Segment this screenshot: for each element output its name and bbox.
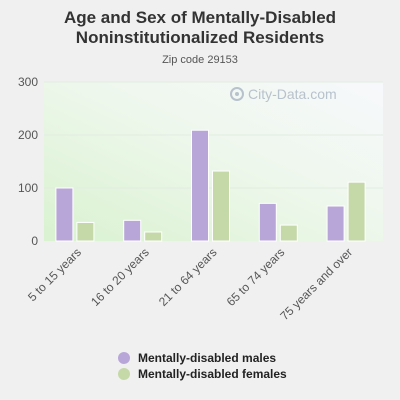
x-tick-label: 21 to 64 years bbox=[156, 245, 220, 309]
search-icon bbox=[230, 87, 244, 101]
bar-males bbox=[326, 205, 345, 242]
y-tick-label: 100 bbox=[18, 181, 38, 195]
y-tick-label: 200 bbox=[18, 128, 38, 142]
bar-females bbox=[144, 231, 163, 242]
legend-swatch-females bbox=[118, 368, 130, 380]
chart-title: Age and Sex of Mentally-Disabled Noninst… bbox=[63, 8, 337, 47]
bar-males bbox=[258, 202, 277, 242]
legend: Mentally-disabled males Mentally-disable… bbox=[118, 350, 287, 382]
legend-label-males: Mentally-disabled males bbox=[138, 351, 277, 365]
bar-females bbox=[279, 224, 298, 242]
legend-label-females: Mentally-disabled females bbox=[138, 367, 287, 381]
bar-females bbox=[347, 181, 366, 242]
x-tick-label: 65 to 74 years bbox=[224, 245, 288, 309]
bar-females bbox=[212, 170, 230, 242]
bar-males bbox=[55, 187, 74, 242]
x-tick-label: 5 to 15 years bbox=[25, 245, 84, 304]
bar-females bbox=[76, 221, 95, 242]
legend-item-females: Mentally-disabled females bbox=[118, 366, 287, 382]
y-tick-label: 300 bbox=[18, 75, 38, 89]
legend-swatch-males bbox=[118, 352, 130, 364]
chart-subtitle: Zip code 29153 bbox=[162, 54, 238, 66]
x-tick-label: 75 years and over bbox=[277, 245, 355, 323]
y-tick-label: 0 bbox=[31, 234, 38, 248]
legend-item-males: Mentally-disabled males bbox=[118, 350, 287, 366]
watermark: City-Data.com bbox=[230, 86, 337, 102]
bar-males bbox=[191, 129, 209, 242]
x-tick-label: 16 to 20 years bbox=[88, 245, 152, 309]
watermark-text: City-Data.com bbox=[248, 86, 337, 102]
bar-males bbox=[123, 219, 142, 242]
